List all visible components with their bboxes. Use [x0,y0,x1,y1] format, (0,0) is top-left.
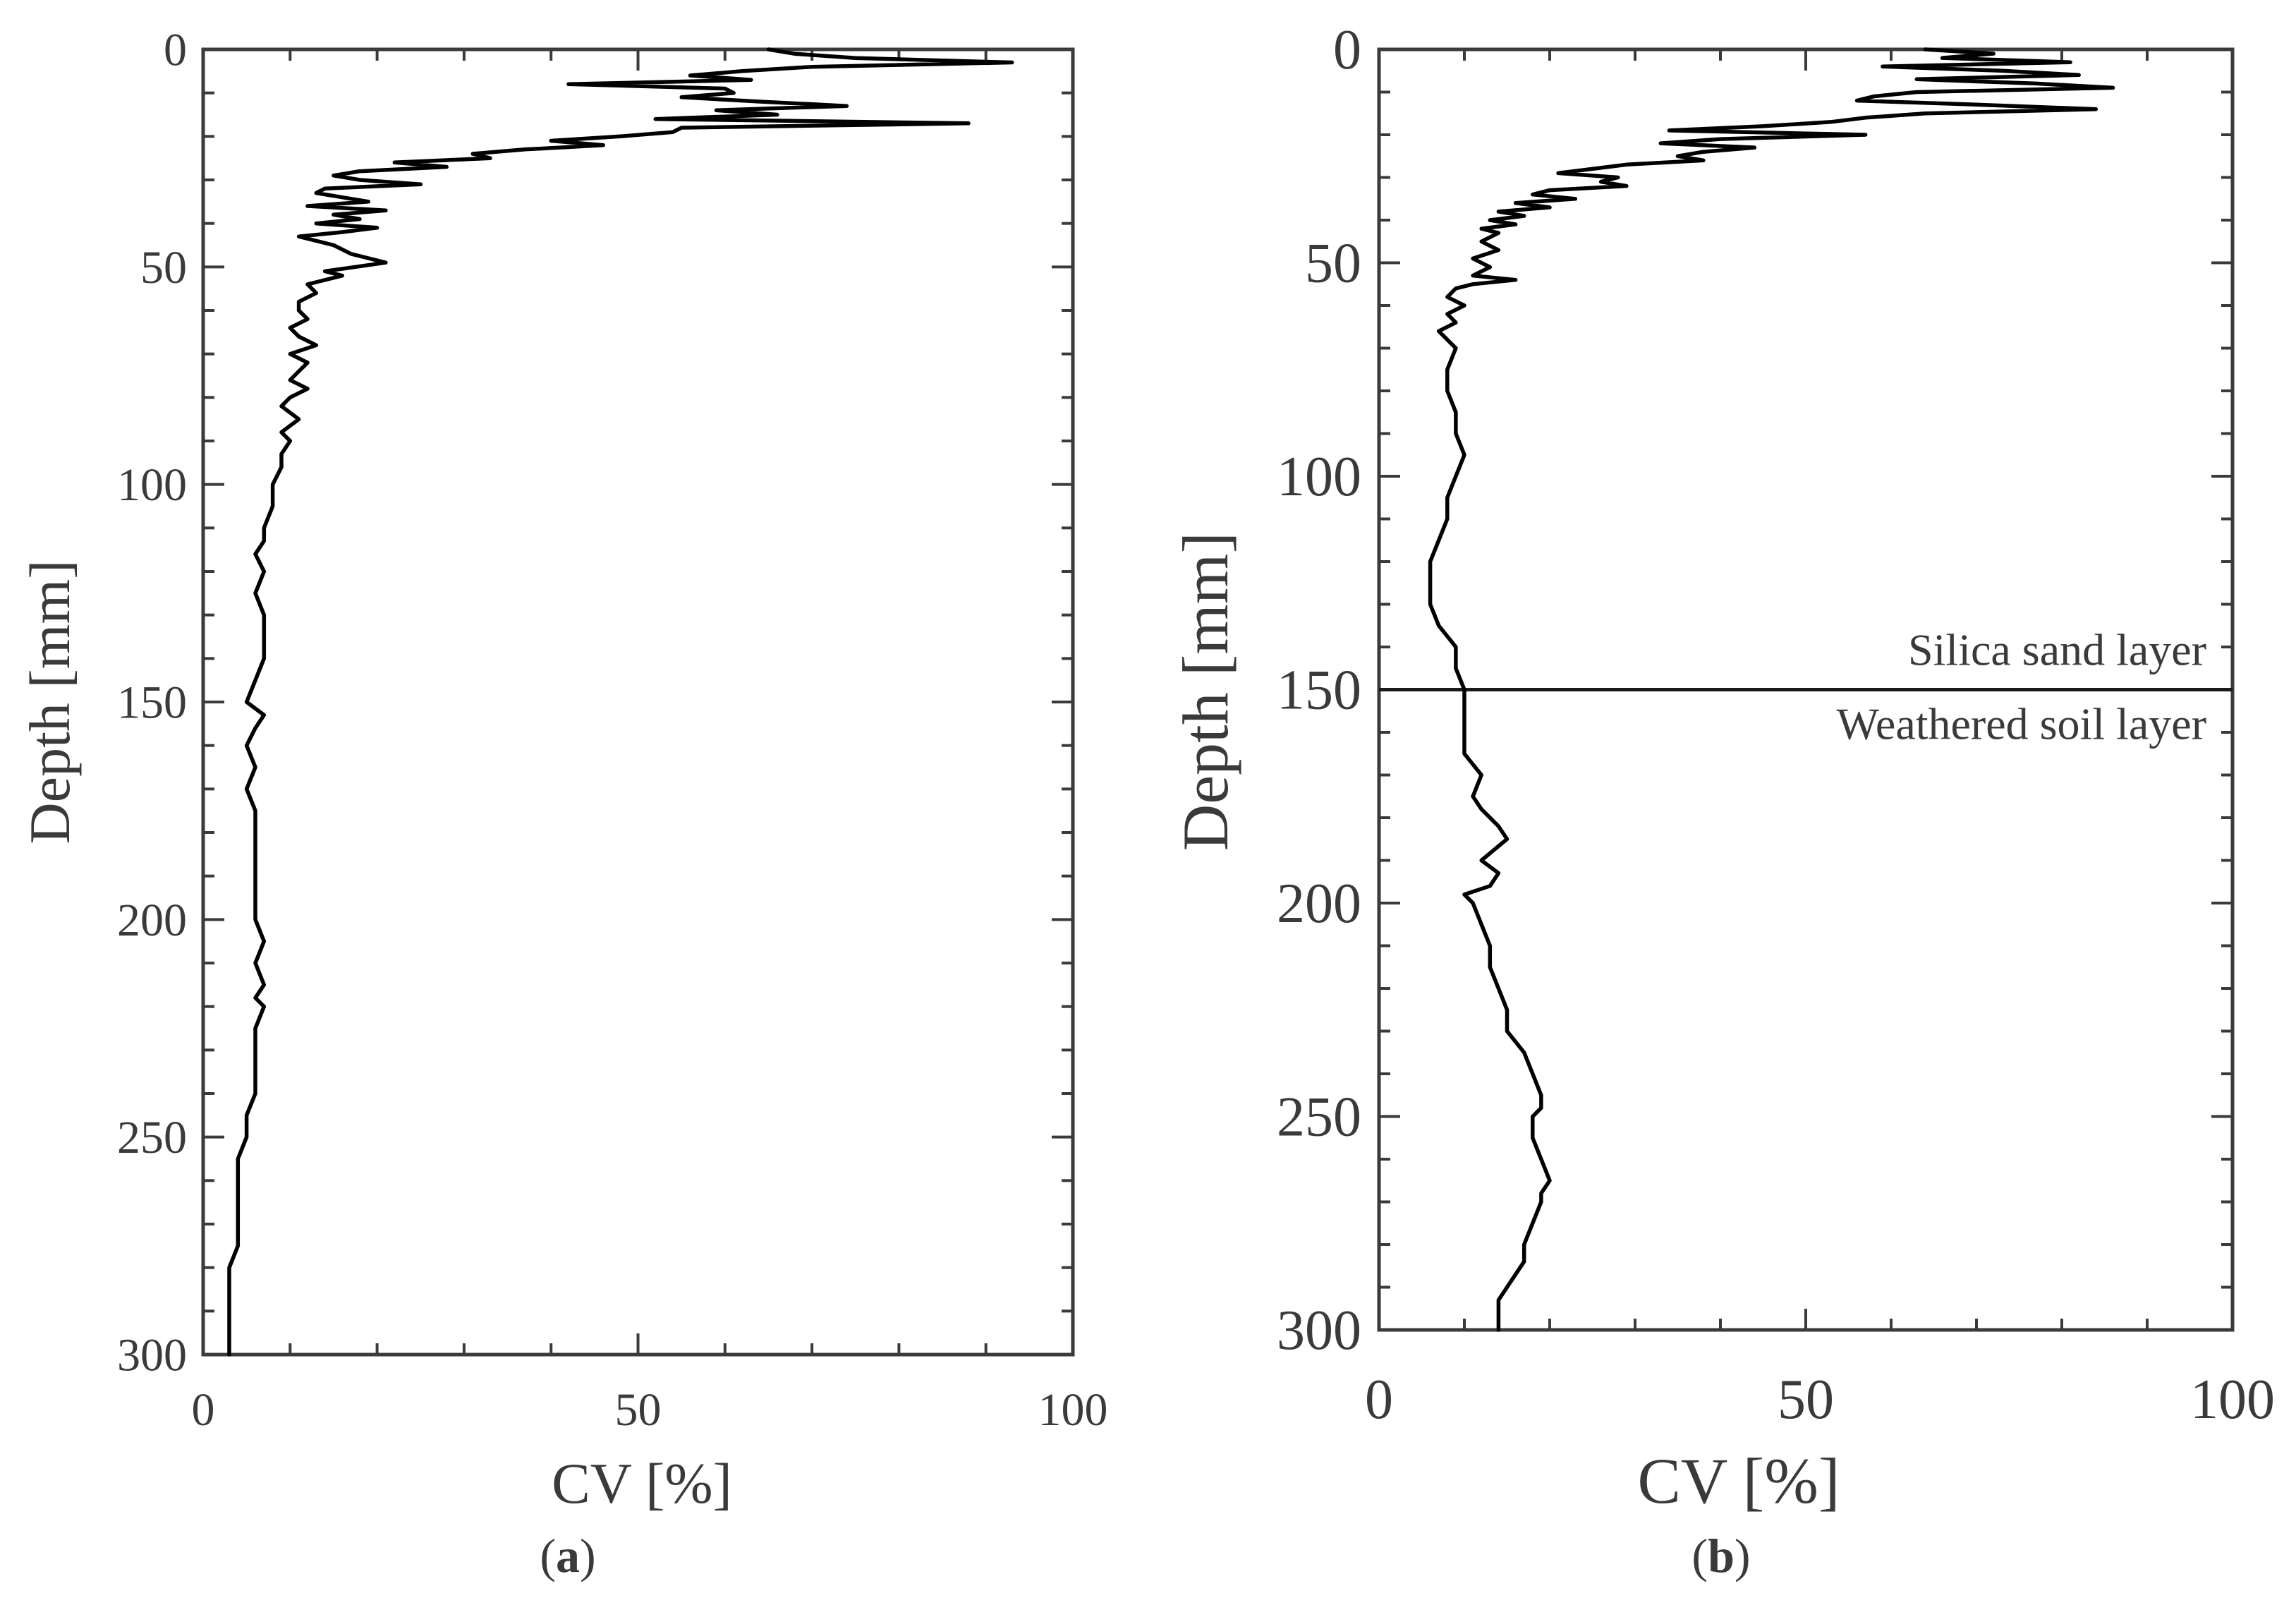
y-tick-label: 150 [1277,660,1361,722]
y-tick-label: 100 [1277,446,1361,508]
x-tick-label: 50 [1778,1369,1834,1431]
x-tick-label: 50 [615,1384,662,1436]
y-tick-label: 150 [117,677,187,728]
x-tick-label: 0 [1365,1369,1393,1431]
panel-label-a: (a) [540,1529,595,1582]
y-tick-label: 50 [140,242,187,293]
y-tick-label: 250 [117,1112,187,1163]
y-tick-label: 300 [1277,1300,1361,1362]
x-axis-label-a: CV [%] [552,1451,732,1515]
x-tick-label: 100 [2190,1369,2275,1431]
x-tick-label: 100 [1038,1384,1108,1436]
y-tick-label: 0 [164,24,187,75]
y-tick-label: 50 [1305,233,1361,295]
y-tick-label: 0 [1333,19,1361,81]
y-tick-label: 100 [117,459,187,511]
cv-curve-b [1428,47,2115,1332]
y-axis-label-b: Depth [mm] [1170,532,1241,851]
panel-letter-b: b [1708,1529,1735,1582]
y-tick-label: 250 [1277,1086,1361,1149]
x-tick-label: 0 [192,1384,215,1436]
panel-label-b: (b) [1691,1529,1750,1582]
y-tick-label: 200 [117,895,187,946]
axis-ticks-a [202,48,1074,1356]
silica-sand-layer-label: Silica sand layer [1908,625,2206,675]
x-axis-label-b: CV [%] [1637,1445,1840,1517]
y-axis-label-a: Depth [mm] [18,559,82,844]
y-tick-label: 200 [1277,873,1361,935]
cv-curve-a [227,47,1014,1357]
weathered-soil-layer-label: Weathered soil layer [1837,699,2206,749]
panel-letter-a: a [556,1529,580,1582]
y-tick-label: 300 [117,1329,187,1381]
